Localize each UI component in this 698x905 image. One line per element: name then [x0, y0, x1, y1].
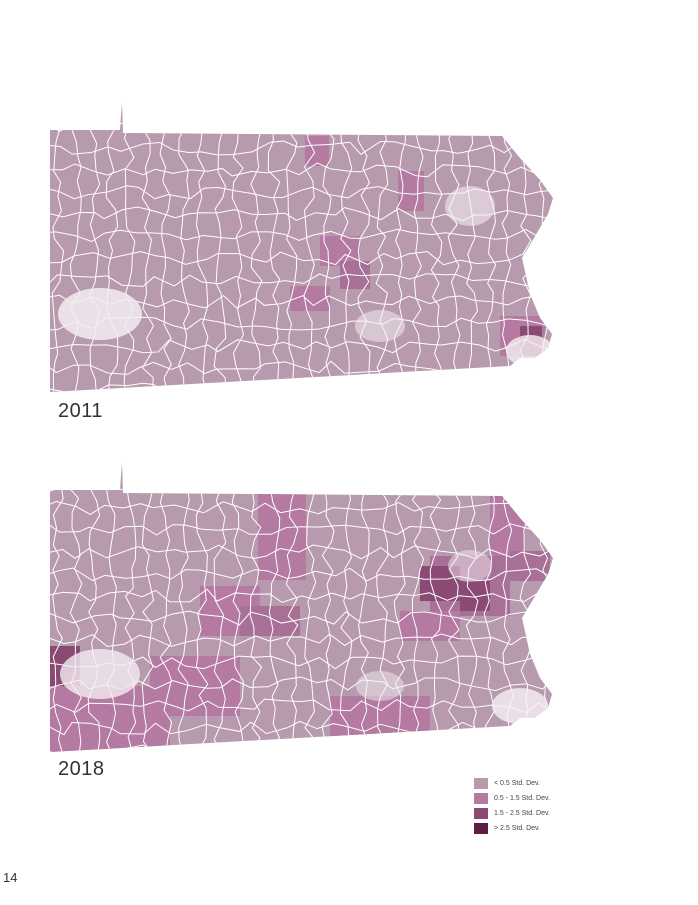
boundary-line — [213, 462, 227, 752]
boundary-line — [231, 462, 244, 752]
boundary-line — [303, 462, 317, 752]
legend-swatch — [474, 793, 488, 804]
pennsylvania-map-2018 — [34, 456, 553, 756]
boundary-line — [50, 633, 553, 648]
boundary-line — [393, 462, 406, 752]
boundary-line — [321, 462, 335, 752]
boundary-line — [52, 462, 64, 752]
boundary-line — [141, 102, 155, 392]
boundary-line — [250, 102, 263, 392]
boundary-line — [69, 462, 83, 752]
legend-label: < 0.5 Std. Dev. — [494, 780, 540, 787]
boundary-line — [411, 462, 425, 752]
boundary-line — [447, 462, 461, 751]
boundary-line — [213, 102, 227, 391]
boundary-line — [322, 102, 335, 392]
boundary-line — [87, 462, 101, 752]
boundary-line — [34, 96, 45, 391]
boundary-line — [177, 462, 190, 752]
boundary-line — [376, 462, 389, 752]
legend-item: 1.5 - 2.5 Std. Dev. — [474, 806, 594, 821]
boundary-line — [357, 102, 371, 392]
boundary-line — [429, 462, 443, 752]
boundary-line — [124, 462, 137, 752]
map-2011 — [0, 96, 698, 396]
boundary-line — [50, 251, 553, 266]
boundary-line — [393, 102, 407, 392]
boundary-line — [358, 462, 370, 752]
boundary-line — [69, 102, 82, 392]
boundary-line — [50, 228, 553, 243]
boundary-line — [50, 522, 553, 536]
legend-swatch — [474, 823, 488, 834]
boundary-line — [159, 102, 172, 391]
legend-item: 0.5 - 1.5 Std. Dev. — [474, 791, 594, 806]
boundary-line — [267, 102, 281, 391]
map-2018 — [0, 456, 698, 756]
boundary-line — [195, 102, 209, 391]
boundary-line — [141, 462, 155, 752]
legend-swatch — [474, 808, 488, 819]
boundary-line — [50, 610, 553, 626]
boundary-line — [50, 382, 553, 392]
boundary-line — [466, 102, 479, 392]
map-year-label-2011: 2011 — [58, 400, 104, 422]
boundary-line — [268, 462, 281, 752]
map-legend: < 0.5 Std. Dev. 0.5 - 1.5 Std. Dev. 1.5 … — [474, 776, 594, 836]
boundary-line — [34, 456, 46, 756]
boundary-line — [105, 102, 119, 392]
boundary-line — [178, 102, 190, 392]
legend-swatch — [474, 778, 488, 789]
boundary-line — [339, 462, 353, 751]
legend-label: 0.5 - 1.5 Std. Dev. — [494, 795, 550, 802]
boundary-line — [50, 140, 553, 156]
map-year-label-2018: 2018 — [58, 758, 105, 780]
legend-item: > 2.5 Std. Dev. — [474, 821, 594, 836]
boundary-line — [339, 102, 353, 392]
boundary-line — [411, 102, 425, 392]
boundary-line — [51, 102, 65, 392]
boundary-line — [195, 462, 209, 751]
pennsylvania-map-2011 — [34, 96, 553, 392]
boundary-line — [303, 102, 316, 392]
boundary-line — [286, 102, 298, 392]
legend-label: > 2.5 Std. Dev. — [494, 825, 540, 832]
page-number: 14 — [3, 870, 18, 885]
boundary-line — [50, 588, 553, 603]
boundary-line — [249, 462, 263, 752]
boundary-line — [231, 102, 244, 392]
boundary-line — [430, 102, 443, 391]
boundary-line — [123, 102, 136, 392]
boundary-line — [105, 462, 118, 752]
boundary-line — [465, 462, 479, 752]
legend-label: 1.5 - 2.5 Std. Dev. — [494, 810, 550, 817]
legend-item: < 0.5 Std. Dev. — [474, 776, 594, 791]
boundary-line — [159, 462, 173, 752]
boundary-line — [285, 462, 299, 752]
boundary-line — [50, 338, 553, 354]
